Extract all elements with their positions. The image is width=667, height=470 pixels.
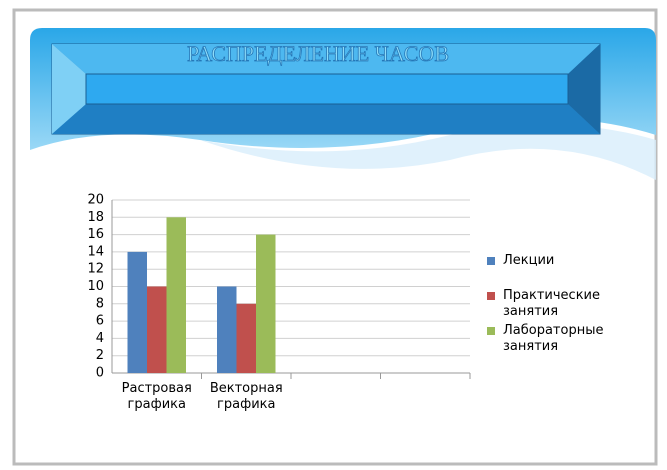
y-tick-label: 20	[87, 193, 104, 208]
x-tick-label: Растровая графика	[121, 381, 192, 412]
y-tick-label: 10	[87, 279, 104, 294]
title-box	[51, 43, 601, 135]
legend-swatch	[487, 327, 495, 335]
y-tick-label: 6	[96, 314, 104, 329]
bar	[236, 303, 256, 373]
header-wave	[200, 124, 656, 180]
bar	[256, 234, 276, 373]
bar	[127, 251, 147, 373]
y-tick-label: 14	[87, 244, 104, 259]
legend-swatch	[487, 257, 495, 265]
legend-label: Лекции	[503, 253, 555, 268]
bar	[147, 286, 167, 373]
y-tick-label: 18	[87, 210, 104, 225]
x-tick-label: Векторная графика	[209, 381, 283, 412]
y-tick-label: 2	[96, 348, 104, 363]
y-tick-label: 0	[96, 366, 104, 381]
y-tick-label: 4	[96, 331, 104, 346]
bar	[166, 217, 186, 373]
bar	[217, 286, 237, 373]
legend-swatch	[487, 292, 495, 300]
y-tick-label: 8	[96, 296, 104, 311]
y-tick-label: 12	[87, 262, 104, 277]
legend-label: Лабораторные занятия	[503, 323, 604, 354]
legend-label: Практические занятия	[503, 288, 600, 319]
y-tick-label: 16	[87, 227, 104, 242]
chart-title: РАСПРЕДЕЛЕНИЕ ЧАСОВ	[187, 41, 449, 66]
